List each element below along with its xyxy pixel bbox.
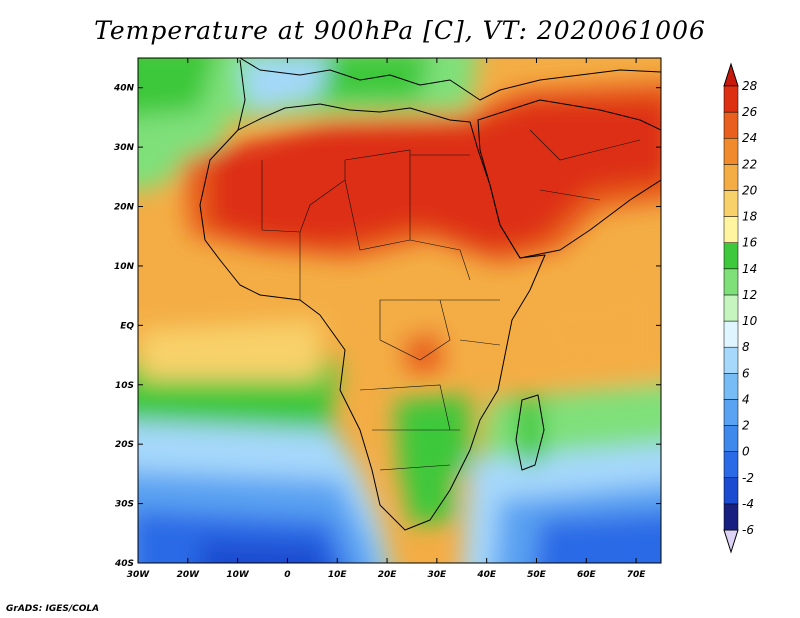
lon-tick-label: 70E: [627, 570, 647, 580]
latitude-axis: 40N 30N 20N 10N EQ 10S 20S 30S 40S: [113, 84, 661, 569]
lat-tick-label: 20N: [114, 203, 135, 213]
colorbar-segment: [723, 294, 739, 322]
lon-tick-label: 60E: [577, 570, 597, 580]
lat-tick-label: 30S: [115, 500, 134, 510]
colorbar-level-label: 10: [742, 314, 758, 328]
colorbar-segment: [723, 111, 739, 139]
colorbar-level-label: 26: [742, 105, 758, 119]
colorbar-level-label: 22: [742, 157, 757, 171]
lon-tick-label: 0: [284, 570, 290, 580]
colorbar-segment: [723, 242, 739, 270]
colorbar-segment: [723, 216, 739, 243]
lon-tick-label: 20W: [177, 570, 201, 580]
colorbar-underflow-arrow: [723, 529, 739, 554]
colorbar-level-label: 16: [742, 236, 758, 250]
country-borders: [261, 129, 641, 471]
lon-tick-label: 10W: [226, 570, 250, 580]
lon-tick-label: 40E: [476, 570, 497, 580]
colorbar-level-label: 2: [742, 419, 750, 433]
colorbar-level-label: 20: [742, 183, 758, 197]
colorbar-segment: [723, 346, 739, 374]
madagascar-coastline: [515, 394, 545, 471]
colorbar-segment: [723, 373, 739, 400]
europe-coastline: [239, 58, 661, 101]
lon-tick-label: 20E: [378, 570, 398, 580]
colorbar-segment: [723, 137, 739, 165]
colorbar-level-label: 6: [742, 366, 750, 380]
colorbar-level-label: -2: [742, 471, 754, 485]
lat-tick-label: 10N: [114, 262, 135, 272]
colorbar-segment: [723, 85, 739, 113]
colorbar-level-label: 12: [742, 288, 757, 302]
colorbar-segment: [723, 190, 739, 217]
colorbar-level-label: 4: [742, 392, 750, 406]
lon-tick-label: 30E: [428, 570, 448, 580]
lon-tick-label: 30W: [127, 570, 151, 580]
iberia-coastline: [237, 59, 246, 131]
colorbar-overflow-arrow: [723, 62, 739, 87]
colorbar-level-label: 28: [742, 79, 758, 93]
colorbar-level-label: 18: [742, 210, 758, 224]
colorbar-level-label: 24: [742, 131, 757, 145]
grads-credit: GrADS: IGES/COLA: [6, 604, 100, 614]
arabia-coastline: [477, 99, 661, 259]
lon-tick-label: 50E: [527, 570, 547, 580]
longitude-axis: 30W 20W 10W 0 10E 20E 30E 40E 50E 60E 70E: [127, 58, 647, 580]
lat-tick-label: 30N: [114, 143, 135, 153]
lat-tick-label: 10S: [115, 381, 134, 391]
colorbar-level-label: 8: [742, 340, 750, 354]
lat-tick-label: 20S: [115, 440, 134, 450]
colorbar-level-label: 0: [742, 445, 750, 459]
colorbar-segment: [723, 503, 739, 531]
colorbar-segment: [723, 320, 739, 348]
colorbar-segment: [723, 477, 739, 505]
map-title: Temperature at 900hPa [C], VT: 202006100…: [94, 16, 706, 45]
lat-tick-label: 40S: [114, 559, 134, 569]
lat-tick-label: 40N: [113, 84, 135, 94]
colorbar-level-label: -4: [742, 497, 754, 511]
colorbar-segment: [723, 164, 739, 191]
temperature-field: [138, 58, 661, 563]
lon-tick-label: 10E: [328, 570, 348, 580]
colorbar-segment: [723, 268, 739, 296]
colorbar-level-label: 14: [742, 262, 757, 276]
colorbar-level-label: -6: [742, 523, 754, 537]
lat-tick-label: EQ: [120, 321, 134, 331]
colorbar-segment: [723, 425, 739, 452]
colorbar-segment: [723, 399, 739, 426]
plot-frame: [137, 57, 662, 564]
colorbar-segment: [723, 451, 739, 479]
